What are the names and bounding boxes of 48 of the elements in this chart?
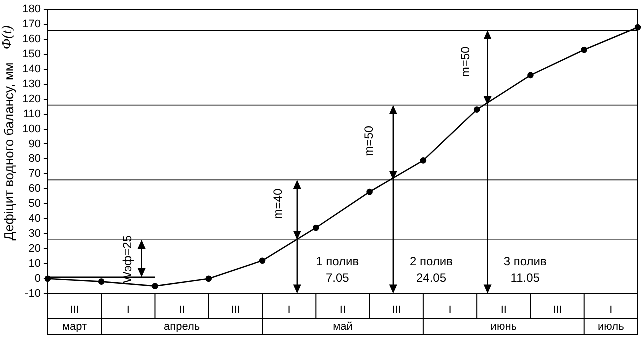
x-tick-label: I — [288, 304, 291, 316]
y-tick-label: 80 — [28, 153, 41, 166]
y-tick-label: 50 — [28, 198, 41, 210]
y-tick-label: 180 — [22, 4, 41, 16]
text: апрель — [164, 321, 200, 334]
y-tick-label: -10 — [25, 288, 41, 300]
y-tick-label: 150 — [22, 48, 41, 61]
y-tick-label: 60 — [28, 183, 41, 196]
text: Φ(t) — [0, 25, 16, 50]
y-tick-label: 100 — [22, 123, 41, 136]
x-tick-label: I — [610, 304, 613, 316]
x-tick-label: I — [126, 304, 130, 316]
text: май — [333, 321, 353, 334]
annotation: 3 полив — [504, 254, 547, 269]
text: март — [62, 321, 88, 334]
y-tick-label: 140 — [22, 63, 41, 76]
x-tick-label: III — [392, 304, 402, 316]
x-tick-label: I — [448, 304, 452, 316]
y-tick-label: 160 — [22, 34, 41, 46]
y-tick-label: 130 — [22, 78, 41, 90]
y-tick-label: 90 — [28, 138, 41, 150]
y-tick-label: 40 — [28, 213, 41, 226]
annotation: 2 полив — [410, 254, 453, 269]
y-tick-label: 110 — [23, 108, 41, 120]
y-tick-label: 120 — [22, 93, 41, 106]
y-tick-label: 30 — [28, 228, 41, 240]
x-tick-label: III — [552, 304, 562, 316]
annotation: 24.05 — [416, 271, 447, 286]
x-tick-label: II — [178, 304, 186, 316]
y-tick-label: 20 — [28, 242, 41, 255]
annotation: Wэф=25 — [120, 235, 135, 284]
annotation: 7.05 — [326, 271, 350, 286]
y-axis-title: Дефіцит водного балансу, мм — [1, 62, 16, 241]
annotation: m=40 — [270, 188, 285, 220]
annotation: 11.05 — [510, 271, 540, 286]
text: июнь — [490, 321, 518, 334]
annotation: 1 полив — [316, 254, 360, 269]
annotation: m=50 — [362, 126, 376, 156]
x-tick-label: II — [500, 304, 507, 316]
annotation: m=50 — [458, 46, 473, 78]
text: июль — [598, 321, 625, 334]
x-tick-label: II — [340, 304, 346, 316]
y-tick-label: 70 — [28, 168, 41, 180]
y-tick-label: 10 — [28, 258, 41, 270]
y-tick-label: 0 — [34, 272, 41, 285]
y-tick-label: 170 — [22, 18, 41, 31]
x-tick-label: III — [231, 304, 240, 316]
x-tick-label: III — [70, 304, 80, 316]
